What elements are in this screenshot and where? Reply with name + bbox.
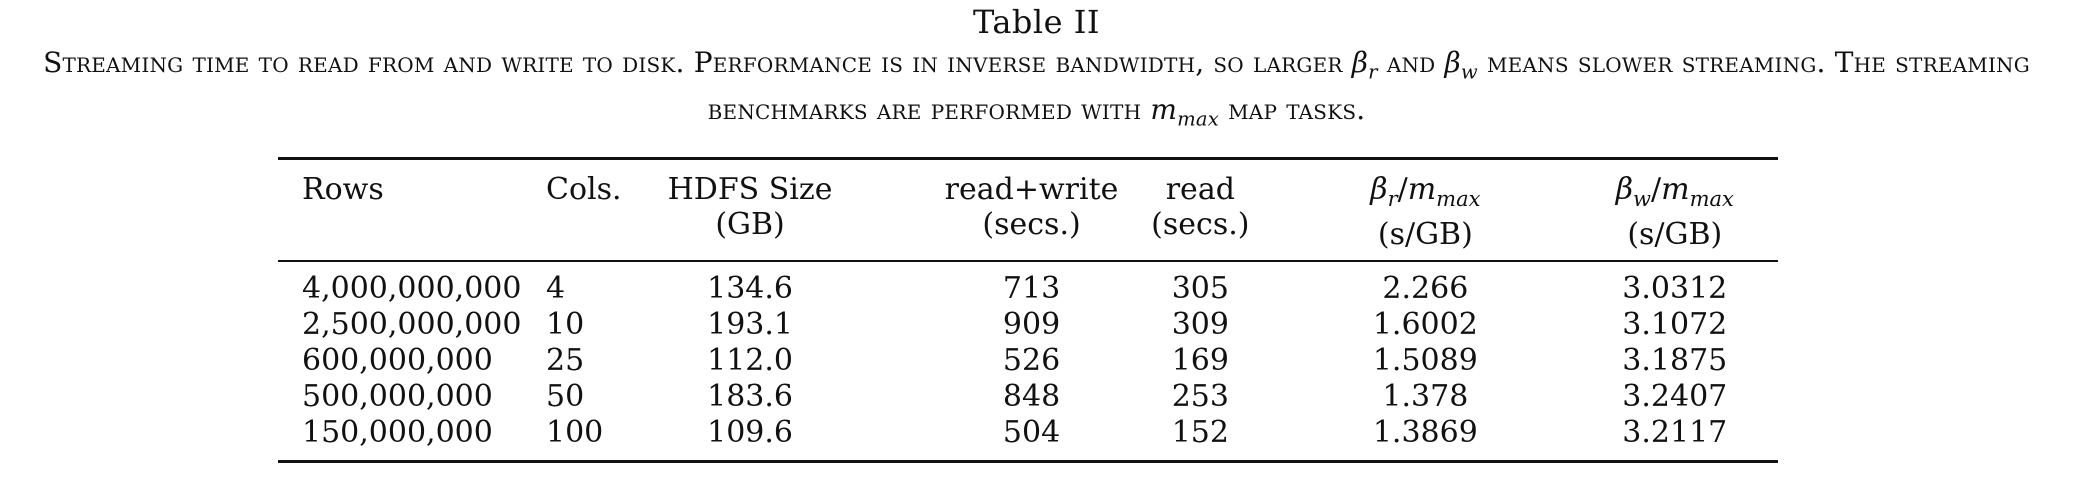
cell-read-write: 713 bbox=[1002, 271, 1061, 306]
header-rows: Rows bbox=[302, 172, 384, 207]
table-row: 500,000,000 50 183.6 848 253 1.378 3.240… bbox=[278, 379, 1778, 415]
cell-read-write: 909 bbox=[1002, 307, 1061, 342]
header-read-write: read+write (secs.) bbox=[944, 172, 1119, 242]
cell-cols: 10 bbox=[545, 307, 585, 342]
cell-hdfs: 109.6 bbox=[707, 415, 793, 450]
cell-rows: 150,000,000 bbox=[302, 415, 493, 450]
table-row: 2,500,000,000 10 193.1 909 309 1.6002 3.… bbox=[278, 307, 1778, 343]
cell-beta-w: 3.1072 bbox=[1622, 307, 1728, 342]
m-max-symbol: mmax bbox=[1150, 92, 1220, 131]
cell-cols: 25 bbox=[545, 343, 585, 378]
table-header-row: Rows Cols. HDFS Size (GB) read+write (se… bbox=[278, 158, 1778, 262]
cell-beta-w: 3.0312 bbox=[1622, 271, 1728, 306]
caption-text: Streaming time to read from and write to… bbox=[17, 44, 2057, 137]
cell-hdfs: 112.0 bbox=[707, 343, 793, 378]
header-beta-r-per-m: βr/mmax (s/GB) bbox=[1370, 172, 1481, 252]
caption-text-part3: map tasks. bbox=[1228, 92, 1366, 126]
cell-cols: 50 bbox=[545, 379, 585, 414]
beta-w-symbol: βw bbox=[1444, 46, 1478, 84]
header-read: read (secs.) bbox=[1151, 172, 1250, 242]
cell-rows: 600,000,000 bbox=[302, 343, 493, 378]
cell-read-write: 526 bbox=[1002, 343, 1061, 378]
cell-beta-r: 1.3869 bbox=[1372, 415, 1478, 450]
cell-beta-r: 1.6002 bbox=[1372, 307, 1478, 342]
header-hdfs-size: HDFS Size (GB) bbox=[667, 172, 833, 242]
cell-read-write: 848 bbox=[1002, 379, 1061, 414]
cell-read: 309 bbox=[1171, 307, 1229, 342]
cell-beta-r: 1.5089 bbox=[1372, 343, 1478, 378]
caption-and: and bbox=[1386, 46, 1436, 79]
beta-r-symbol: βr bbox=[1351, 46, 1378, 84]
cell-beta-w: 3.1875 bbox=[1622, 343, 1728, 378]
cell-read: 152 bbox=[1171, 415, 1229, 450]
cell-hdfs: 193.1 bbox=[707, 307, 793, 342]
table-row: 600,000,000 25 112.0 526 169 1.5089 3.18… bbox=[278, 343, 1778, 379]
cell-beta-r: 1.378 bbox=[1382, 379, 1469, 414]
cell-beta-r: 2.266 bbox=[1382, 271, 1469, 306]
benchmark-table-wrapper: Rows Cols. HDFS Size (GB) read+write (se… bbox=[278, 157, 1778, 463]
cell-cols: 4 bbox=[545, 271, 566, 306]
cell-rows: 500,000,000 bbox=[302, 379, 493, 414]
table-caption: Table II Streaming time to read from and… bbox=[0, 4, 2073, 137]
cell-hdfs: 134.6 bbox=[707, 271, 793, 306]
table-number: Table II bbox=[972, 3, 1101, 41]
cell-beta-w: 3.2117 bbox=[1622, 415, 1728, 450]
cell-cols: 100 bbox=[545, 415, 604, 450]
cell-rows: 2,500,000,000 bbox=[302, 307, 522, 342]
caption-text-part2: means slower streaming. The streaming be… bbox=[707, 46, 2030, 126]
cell-read: 169 bbox=[1171, 343, 1229, 378]
caption-text-part1: Streaming time to read from and write to… bbox=[43, 46, 1343, 79]
table-row: 4,000,000,000 4 134.6 713 305 2.266 3.03… bbox=[278, 261, 1778, 307]
cell-beta-w: 3.2407 bbox=[1622, 379, 1728, 414]
streaming-benchmark-table: Rows Cols. HDFS Size (GB) read+write (se… bbox=[278, 157, 1778, 463]
cell-rows: 4,000,000,000 bbox=[302, 271, 522, 306]
cell-read: 253 bbox=[1171, 379, 1229, 414]
cell-hdfs: 183.6 bbox=[707, 379, 793, 414]
header-cols: Cols. bbox=[545, 172, 622, 207]
table-row: 150,000,000 100 109.6 504 152 1.3869 3.2… bbox=[278, 415, 1778, 462]
table-body: 4,000,000,000 4 134.6 713 305 2.266 3.03… bbox=[278, 261, 1778, 462]
cell-read-write: 504 bbox=[1002, 415, 1061, 450]
cell-read: 305 bbox=[1171, 271, 1229, 306]
header-beta-w-per-m: βw/mmax (s/GB) bbox=[1615, 172, 1734, 252]
